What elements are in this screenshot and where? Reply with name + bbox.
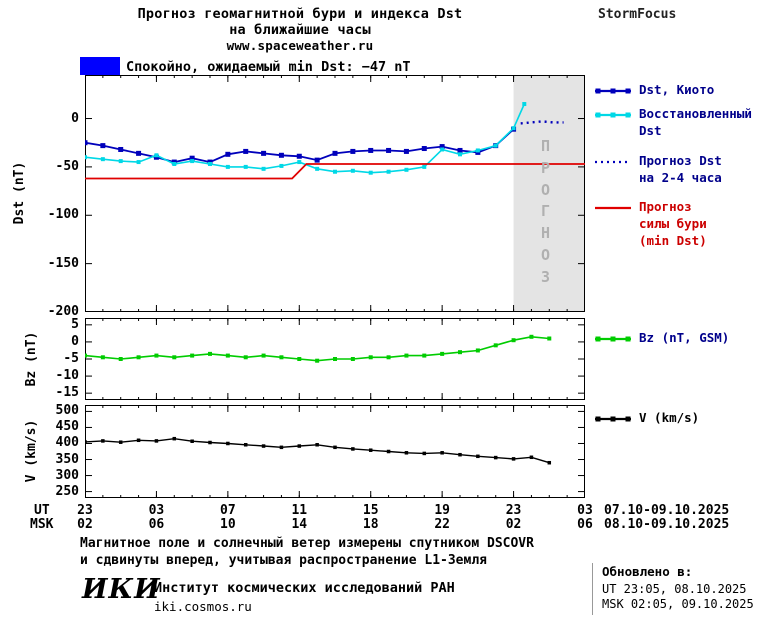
iki-logo: ИКИ: [82, 574, 161, 605]
msk-x-tick-label: 02: [77, 517, 93, 532]
legend-storm-line1: Прогноз: [639, 199, 692, 214]
forecast-band-label: ПРОГНОЗ: [541, 137, 551, 286]
ut-x-tick-label: 23: [505, 503, 522, 518]
legend-bz-label: Bz (nT, GSM): [639, 330, 730, 345]
bz-swatch: [595, 336, 631, 342]
legend-storm-line3: (min Dst): [639, 232, 707, 248]
legend-bz: Bz (nT, GSM): [594, 330, 729, 347]
legend-v-label: V (km/s): [639, 410, 700, 425]
legend-dst-restored: Восстановленный Dst: [594, 106, 752, 140]
dst-chart: [85, 75, 585, 312]
v-y-tick-label: 400: [55, 435, 79, 451]
dst-kyoto-swatch: [595, 88, 631, 94]
v-chart: [85, 405, 585, 498]
brand-label: StormFocus: [598, 7, 677, 22]
dst-y-tick-label: -150: [47, 255, 79, 271]
legend-dst-restored-line1: Восстановленный: [639, 106, 752, 121]
updated-label: Обновлено в:: [602, 564, 693, 579]
storm-forecast-swatch: [595, 206, 631, 210]
legend-dst-kyoto-label: Dst, Киото: [639, 82, 715, 97]
footer-note-line1: Магнитное поле и солнечный ветер измерен…: [80, 536, 534, 551]
forecast-dst-swatch: [595, 160, 631, 164]
ut-x-tick-label: 03: [148, 503, 165, 518]
legend-storm-line2: силы бури: [639, 215, 707, 231]
ut-x-tick-label: 23: [77, 503, 93, 518]
dst-y-tick-label: -50: [55, 158, 79, 174]
msk-x-tick-label: 06: [148, 517, 165, 532]
iki-site-link[interactable]: iki.cosmos.ru: [154, 599, 252, 614]
site-link[interactable]: www.spaceweather.ru: [226, 38, 374, 53]
msk-x-tick-label: 02: [505, 517, 522, 532]
page-title-line1: Прогноз геомагнитной бури и индекса Dst: [137, 6, 463, 22]
updated-divider: [592, 563, 593, 615]
msk-x-tick-label: 22: [434, 517, 450, 532]
msk-x-tick-label: 18: [362, 517, 379, 532]
dst-y-tick-label: 0: [71, 110, 79, 126]
dst-axis-label: Dst (nT): [12, 161, 27, 225]
bz-chart: [85, 318, 585, 400]
msk-x-tick-label: 10: [220, 517, 236, 532]
v-y-tick-label: 350: [55, 451, 79, 467]
ut-date-range: 07.10-09.10.2025: [604, 503, 730, 518]
status-text: Спокойно, ожидаемый min Dst: −47 nT: [126, 59, 411, 75]
dst-y-tick-label: -100: [47, 207, 79, 223]
bz-y-tick-label: -10: [55, 368, 79, 384]
ut-x-tick-label: 19: [434, 503, 450, 518]
dst-restored-swatch: [595, 112, 631, 118]
legend-dst-kyoto: Dst, Киото: [594, 82, 714, 99]
bz-y-tick-label: 0: [71, 333, 79, 349]
ut-x-tick-label: 15: [362, 503, 379, 518]
ut-x-tick-label: 03: [577, 503, 593, 518]
bz-y-tick-label: -15: [55, 385, 79, 401]
footer-note-line2: и сдвинуты вперед, учитывая распростране…: [80, 553, 487, 568]
legend-forecast-line2: на 2-4 часа: [639, 169, 722, 185]
msk-x-tick-label: 06: [577, 517, 593, 532]
dst-y-tick-label: -200: [47, 304, 79, 319]
ut-x-tick-label: 07: [220, 503, 236, 518]
institute-name: Институт космических исследований РАН: [154, 580, 455, 596]
v-swatch: [595, 416, 631, 422]
legend-forecast-dst: Прогноз Dst на 2-4 часа: [594, 153, 722, 187]
ut-x-tick-label: 11: [291, 503, 308, 518]
legend-forecast-line1: Прогноз Dst: [639, 153, 722, 168]
msk-x-tick-label: 14: [291, 517, 308, 532]
bz-y-tick-label: -5: [63, 351, 79, 366]
v-y-tick-label: 300: [55, 467, 79, 483]
status-color-swatch: [80, 57, 120, 75]
ut-row-label: UT: [34, 503, 50, 518]
v-y-tick-label: 500: [55, 403, 79, 419]
legend-storm-forecast: Прогноз силы бури (min Dst): [594, 199, 707, 250]
updated-msk: MSK 02:05, 09.10.2025: [602, 597, 754, 611]
bz-y-tick-label: 5: [71, 316, 79, 332]
v-y-tick-label: 450: [55, 419, 79, 435]
page-title-line2: на ближайшие часы: [229, 22, 371, 38]
v-y-tick-label: 250: [55, 483, 79, 499]
msk-row-label: MSK: [30, 517, 54, 532]
updated-ut: UT 23:05, 08.10.2025: [602, 582, 747, 596]
msk-date-range: 08.10-09.10.2025: [604, 517, 730, 532]
legend-v: V (km/s): [594, 410, 699, 427]
legend-dst-restored-line2: Dst: [639, 122, 662, 138]
